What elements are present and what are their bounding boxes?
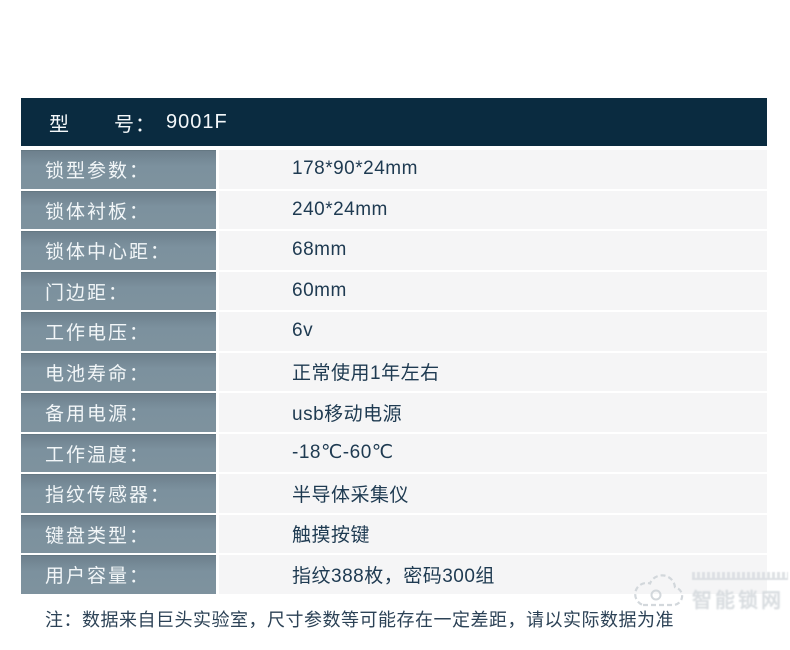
- spec-label: 锁体衬板：: [21, 190, 216, 229]
- table-row: 备用电源： usb移动电源: [21, 393, 767, 432]
- spec-value: 触摸按键: [219, 514, 767, 553]
- spec-label: 锁体中心距：: [21, 231, 216, 270]
- model-header: 型 号： 9001F: [21, 98, 767, 146]
- spec-value: usb移动电源: [219, 393, 767, 432]
- table-row: 工作温度： -18℃-60℃: [21, 433, 767, 472]
- spec-table: 型 号： 9001F 锁型参数： 178*90*24mm 锁体衬板： 240*2…: [21, 98, 767, 594]
- table-row: 键盘类型： 触摸按键: [21, 514, 767, 553]
- spec-label: 指纹传感器：: [21, 474, 216, 513]
- table-row: 锁体衬板： 240*24mm: [21, 190, 767, 229]
- spec-label: 门边距：: [21, 271, 216, 310]
- spec-value: 半导体采集仪: [219, 474, 767, 513]
- spec-value: 68mm: [219, 231, 767, 270]
- model-label-part2: 号：: [114, 113, 156, 136]
- table-row: 锁体中心距： 68mm: [21, 231, 767, 270]
- spec-value: 6v: [219, 312, 767, 351]
- spec-label: 工作电压：: [21, 312, 216, 351]
- spec-label: 工作温度：: [21, 433, 216, 472]
- model-number: 9001F: [166, 110, 228, 133]
- spec-label: 备用电源：: [21, 393, 216, 432]
- table-row: 锁型参数： 178*90*24mm: [21, 150, 767, 189]
- table-row: 工作电压： 6v: [21, 312, 767, 351]
- spec-label: 锁型参数：: [21, 150, 216, 189]
- spec-value: 240*24mm: [219, 190, 767, 229]
- spec-label: 用户容量：: [21, 555, 216, 594]
- spec-value: 178*90*24mm: [219, 150, 767, 189]
- table-row: 电池寿命： 正常使用1年左右: [21, 352, 767, 391]
- spec-label: 键盘类型：: [21, 514, 216, 553]
- table-row: 指纹传感器： 半导体采集仪: [21, 474, 767, 513]
- table-row: 用户容量： 指纹388枚，密码300组: [21, 555, 767, 594]
- spec-value: 60mm: [219, 271, 767, 310]
- spec-value: 正常使用1年左右: [219, 352, 767, 391]
- model-label-part1: 型: [49, 113, 70, 136]
- table-row: 门边距： 60mm: [21, 271, 767, 310]
- spec-rows: 锁型参数： 178*90*24mm 锁体衬板： 240*24mm 锁体中心距： …: [21, 150, 767, 594]
- disclaimer-note: 注：数据来自巨头实验室，尺寸参数等可能存在一定差距，请以实际数据为准: [45, 610, 674, 630]
- spec-label: 电池寿命：: [21, 352, 216, 391]
- spec-value: -18℃-60℃: [219, 433, 767, 472]
- spec-value: 指纹388枚，密码300组: [219, 555, 767, 594]
